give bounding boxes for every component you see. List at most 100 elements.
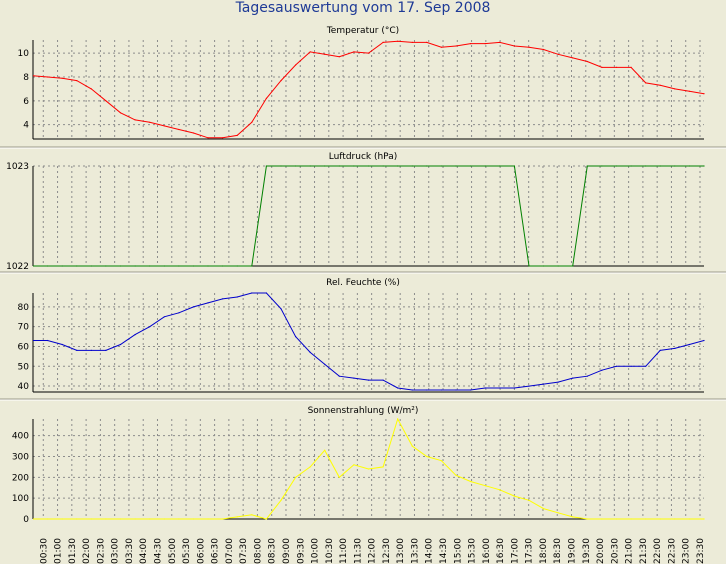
pressure-data-point	[222, 265, 224, 267]
pressure-data-point	[367, 165, 370, 167]
humidity-data-point	[192, 306, 195, 308]
radiation-data-point	[426, 455, 428, 458]
x-tick-label: 03:00	[111, 538, 121, 564]
radiation-data-point	[251, 514, 253, 516]
humidity-data-point	[309, 351, 311, 353]
pressure-data-point	[470, 165, 472, 167]
radiation-data-point	[353, 464, 355, 466]
radiation-data-point	[367, 468, 370, 470]
humidity-data-point	[76, 349, 78, 351]
humidity-data-point	[645, 365, 647, 367]
x-tick-label: 05:30	[182, 538, 192, 564]
temperature-data-point	[47, 76, 49, 78]
plot-area	[33, 293, 704, 392]
x-tick-label: 19:00	[568, 538, 578, 564]
pressure-data-point	[528, 265, 530, 267]
x-tick-label: 23:30	[696, 538, 706, 564]
pressure-data-point	[513, 165, 516, 167]
radiation-data-point	[119, 518, 122, 520]
humidity-data-point	[134, 334, 136, 336]
humidity-data-point	[528, 385, 530, 387]
humidity-data-point	[163, 316, 165, 318]
humidity-data-point	[90, 349, 92, 351]
radiation-data-point	[601, 518, 603, 520]
radiation-panel: Sonnenstrahlung (W/m²) 0 100 200 300 400	[12, 406, 705, 525]
humidity-data-point	[251, 292, 253, 294]
y-tick-label: 8	[23, 73, 29, 83]
radiation-title: Sonnenstrahlung (W/m²)	[308, 406, 419, 416]
humidity-panel: Rel. Feuchte (%) 40 50 60 70 80	[0, 278, 726, 401]
temperature-data-point	[484, 43, 486, 45]
temperature-data-point	[382, 41, 384, 44]
humidity-data-point	[557, 381, 559, 383]
humidity-data-point	[411, 389, 413, 391]
y-tick-label: 70	[18, 323, 30, 333]
radiation-data-point	[33, 518, 34, 520]
pressure-data-point	[615, 165, 618, 167]
temperature-data-point	[236, 134, 238, 136]
pressure-data-point	[557, 265, 559, 267]
x-tick-label: 12:00	[368, 538, 378, 564]
humidity-data-point	[440, 389, 442, 391]
temperature-data-point	[338, 56, 340, 58]
temperature-data-point	[499, 41, 501, 44]
x-tick-label: 02:30	[96, 538, 106, 564]
pressure-data-point	[33, 265, 34, 267]
radiation-data-point	[703, 518, 705, 520]
radiation-data-point	[309, 466, 311, 468]
temperature-data-point	[265, 97, 267, 99]
radiation-data-point	[674, 518, 676, 520]
pressure-data-point	[61, 265, 63, 267]
humidity-data-point	[119, 343, 122, 346]
radiation-data-point	[192, 518, 195, 520]
pressure-data-point	[76, 265, 78, 267]
pressure-data-point	[645, 165, 647, 167]
temperature-data-point	[309, 51, 311, 53]
pressure-data-point	[309, 165, 311, 167]
temperature-data-point	[251, 121, 253, 123]
radiation-data-point	[499, 489, 501, 491]
x-tick-label: 07:30	[239, 538, 249, 564]
y-tick-label: 60	[18, 342, 30, 352]
x-tick-label: 21:30	[639, 538, 649, 564]
y-tick-label: 300	[12, 453, 29, 463]
x-tick-label: 14:00	[425, 538, 435, 564]
x-tick-label: 22:00	[653, 538, 663, 564]
x-tick-label: 07:00	[225, 538, 235, 564]
pressure-panel: Luftdruck (hPa) 1022 1023	[0, 152, 726, 274]
radiation-data-point	[659, 518, 661, 520]
y-tick-label: 80	[18, 303, 30, 313]
pressure-data-point	[484, 165, 486, 167]
x-tick-label: 10:30	[325, 538, 335, 564]
pressure-data-point	[440, 165, 442, 167]
x-tick-label: 01:30	[68, 538, 78, 564]
radiation-data-point	[382, 466, 384, 468]
x-tick-label: 03:30	[125, 538, 135, 564]
temperature-data-point	[645, 82, 647, 84]
radiation-data-point	[513, 495, 516, 497]
pressure-data-point	[703, 165, 705, 167]
x-tick-label: 12:30	[382, 538, 392, 564]
humidity-data-point	[674, 347, 676, 349]
pressure-data-point	[674, 165, 676, 167]
x-tick-label: 11:00	[339, 538, 349, 564]
temperature-data-point	[659, 84, 661, 86]
temperature-data-point	[324, 53, 326, 55]
humidity-data-point	[207, 302, 209, 304]
pressure-data-point	[499, 165, 501, 167]
x-tick-label: 17:30	[525, 538, 535, 564]
humidity-data-point	[397, 387, 399, 389]
y-tick-label: 40	[18, 382, 30, 392]
radiation-data-point	[586, 518, 588, 520]
humidity-data-point	[572, 377, 574, 379]
humidity-data-point	[484, 387, 486, 389]
x-tick-label: 06:00	[196, 538, 206, 564]
humidity-data-point	[426, 389, 428, 391]
temperature-data-point	[455, 45, 457, 47]
y-tick-label: 200	[12, 473, 29, 483]
humidity-data-point	[615, 365, 618, 367]
radiation-data-point	[134, 518, 136, 520]
humidity-data-point	[470, 389, 472, 391]
pressure-data-point	[134, 265, 136, 267]
